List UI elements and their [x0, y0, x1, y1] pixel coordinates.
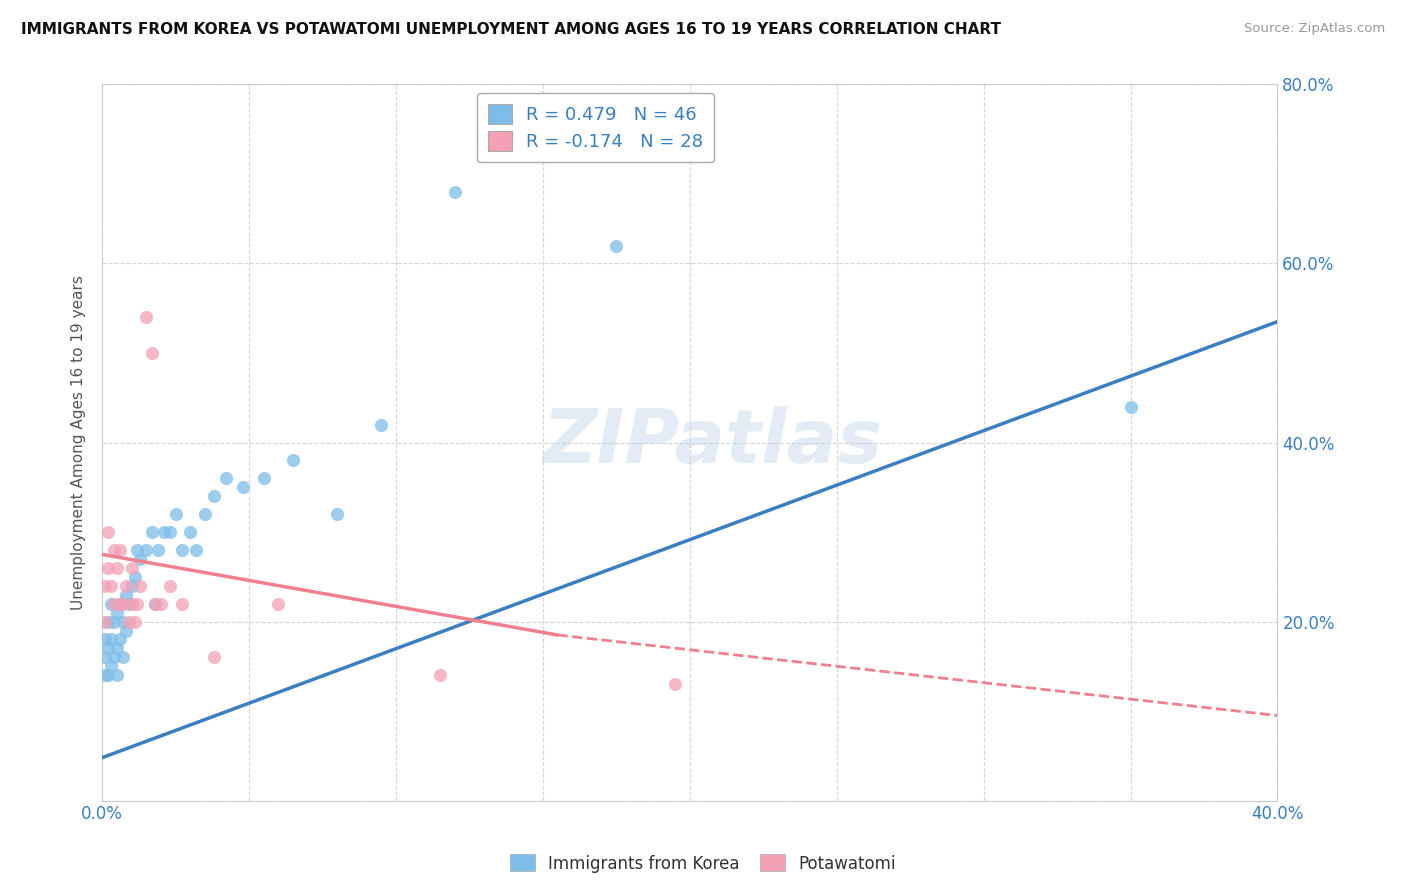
Point [326, 507, 349, 521]
Point [159, 524, 181, 539]
Point [124, 570, 146, 584]
Text: IMMIGRANTS FROM KOREA VS POTAWATOMI UNEMPLOYMENT AMONG AGES 16 TO 19 YEARS CORRE: IMMIGRANTS FROM KOREA VS POTAWATOMI UNEM… [21, 22, 1001, 37]
Legend: R = 0.479   N = 46, R = -0.174   N = 28: R = 0.479 N = 46, R = -0.174 N = 28 [478, 94, 714, 162]
Point [121, 579, 143, 593]
Point [100, 597, 122, 611]
Point [135, 310, 157, 325]
Point [121, 561, 143, 575]
Y-axis label: Unemployment Among Ages 16 to 19 years: Unemployment Among Ages 16 to 19 years [72, 275, 86, 610]
Point [121, 597, 143, 611]
Point [143, 597, 166, 611]
Point [443, 185, 465, 199]
Point [100, 579, 122, 593]
Point [97, 668, 120, 682]
Point [429, 668, 451, 682]
Point [97, 615, 120, 629]
Point [108, 543, 131, 558]
Point [129, 552, 152, 566]
Point [202, 650, 225, 665]
Point [202, 489, 225, 503]
Point [103, 543, 125, 558]
Point [370, 417, 392, 432]
Point [94, 668, 117, 682]
Point [103, 650, 125, 665]
Point [214, 471, 236, 485]
Point [179, 524, 201, 539]
Point [114, 579, 136, 593]
Point [127, 543, 149, 558]
Point [118, 615, 141, 629]
Point [105, 606, 128, 620]
Point [149, 597, 172, 611]
Point [111, 650, 134, 665]
Point [253, 471, 276, 485]
Point [194, 507, 217, 521]
Point [664, 677, 686, 691]
Point [135, 543, 157, 558]
Text: ZIPatlas: ZIPatlas [543, 406, 883, 479]
Point [232, 480, 254, 494]
Point [111, 615, 134, 629]
Point [114, 588, 136, 602]
Point [105, 561, 128, 575]
Point [94, 579, 117, 593]
Point [105, 668, 128, 682]
Point [103, 597, 125, 611]
Point [94, 632, 117, 647]
Point [124, 615, 146, 629]
Point [108, 632, 131, 647]
Point [159, 579, 181, 593]
Point [1119, 400, 1142, 414]
Point [267, 597, 290, 611]
Point [108, 597, 131, 611]
Text: Source: ZipAtlas.com: Source: ZipAtlas.com [1244, 22, 1385, 36]
Point [186, 543, 208, 558]
Point [111, 597, 134, 611]
Point [97, 561, 120, 575]
Point [165, 507, 187, 521]
Point [103, 615, 125, 629]
Point [100, 659, 122, 673]
Point [97, 524, 120, 539]
Point [153, 524, 176, 539]
Point [141, 524, 163, 539]
Point [170, 597, 193, 611]
Point [94, 615, 117, 629]
Point [114, 624, 136, 638]
Point [105, 641, 128, 656]
Point [141, 346, 163, 360]
Point [143, 597, 166, 611]
Point [129, 579, 152, 593]
Point [170, 543, 193, 558]
Point [94, 650, 117, 665]
Legend: Immigrants from Korea, Potawatomi: Immigrants from Korea, Potawatomi [503, 847, 903, 880]
Point [118, 597, 141, 611]
Point [100, 632, 122, 647]
Point [97, 641, 120, 656]
Point [146, 543, 169, 558]
Point [605, 238, 627, 252]
Point [283, 453, 305, 467]
Point [108, 597, 131, 611]
Point [127, 597, 149, 611]
